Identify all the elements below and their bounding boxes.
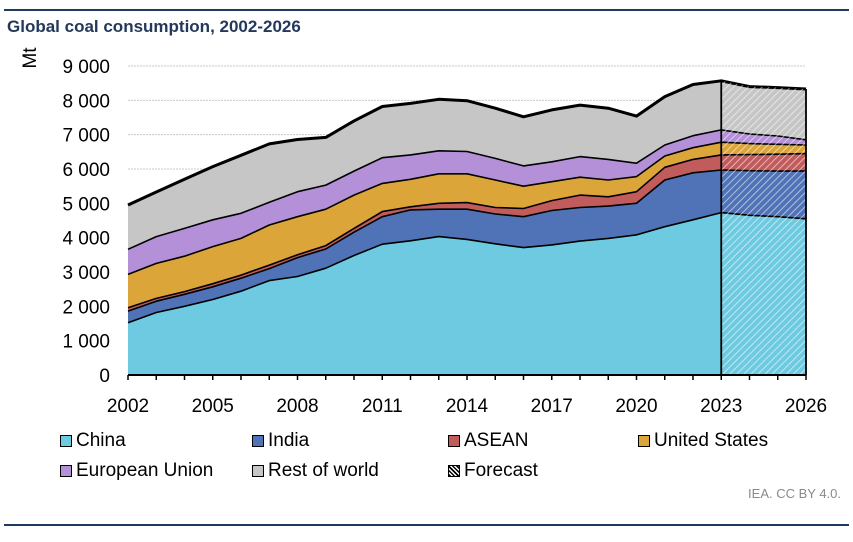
top-rule [4, 9, 849, 11]
forecast-region [721, 80, 806, 376]
legend-label: United States [654, 430, 769, 451]
boundary-european-union [127, 129, 807, 251]
bottom-rule [4, 524, 849, 526]
y-tick-labels: 0 1 000 2 000 3 000 4 000 5 000 6 000 7 000 8 00… [62, 57, 110, 387]
chart-title: Global coal consumption, 2002-2026 [7, 17, 301, 36]
y-axis-label: Mt [20, 47, 41, 69]
x-tick-labels: 2002 2005 2008 2011 2014 2017 2020 2023 2026 [107, 396, 827, 417]
chart-svg: 0 1 000 2 000 3 000 4 000 5 000 6 000 7 000 8 00… [20, 47, 827, 417]
area-china [128, 212, 806, 375]
y-tick-label: 2 000 [62, 297, 110, 318]
x-tick-label: 2026 [785, 396, 827, 417]
x-tick-label: 2008 [276, 396, 318, 417]
legend-swatch [448, 435, 460, 447]
legend-label: Forecast [464, 460, 538, 481]
legend-label: China [76, 430, 126, 451]
legend-label: Rest of world [268, 460, 379, 481]
area-asean [128, 153, 806, 312]
legend-label: ASEAN [464, 430, 529, 451]
legend-item-china: China [60, 430, 126, 452]
legend-item-asean: ASEAN [448, 430, 528, 452]
boundary-asean [127, 152, 807, 309]
legend-label: India [268, 430, 310, 451]
boundary-china [127, 211, 807, 324]
y-tick-label: 6 000 [62, 160, 110, 181]
y-tick-label: 0 [99, 366, 110, 387]
legend-item-european-union: European Union [60, 460, 213, 482]
boundary-rest-of-world [127, 79, 807, 207]
x-tick-label: 2023 [700, 396, 742, 417]
x-tick-label: 2011 [362, 396, 403, 417]
boundary-india [127, 169, 806, 312]
y-tick-label: 4 000 [62, 229, 110, 250]
y-tick-label: 5 000 [62, 194, 110, 215]
area-rest-of-world [128, 80, 806, 250]
x-tick-label: 2005 [192, 396, 234, 417]
area-european-union [128, 129, 806, 275]
legend-item-forecast: Forecast [448, 460, 538, 482]
legend-item-india: India [252, 430, 309, 452]
legend-swatch [252, 435, 264, 447]
forecast-hatch [720, 80, 807, 376]
area-united-states [128, 142, 806, 308]
legend-swatch [252, 465, 264, 477]
source-credit: IEA. CC BY 4.0. [748, 486, 841, 501]
y-tick-label: 8 000 [62, 91, 110, 112]
stacked-areas [127, 79, 807, 375]
legend-swatch [60, 435, 72, 447]
y-tick-label: 9 000 [62, 57, 110, 78]
x-tick-label: 2014 [446, 396, 489, 417]
legend-item-united-states: United States [638, 430, 768, 452]
y-tick-label: 3 000 [62, 263, 110, 284]
x-tick-label: 2020 [615, 396, 657, 417]
legend-label: European Union [76, 460, 214, 481]
x-tick-label: 2017 [531, 396, 573, 417]
legend-swatch [60, 465, 72, 477]
y-tick-label: 1 000 [62, 332, 110, 353]
legend-swatch [448, 465, 460, 477]
x-tick-label: 2002 [107, 396, 149, 417]
legend-item-rest-of-world: Rest of world [252, 460, 379, 482]
boundary-united-states [127, 141, 807, 276]
area-india [128, 170, 806, 323]
axes [127, 374, 807, 380]
y-tick-label: 7 000 [62, 126, 110, 147]
legend-swatch [638, 435, 650, 447]
